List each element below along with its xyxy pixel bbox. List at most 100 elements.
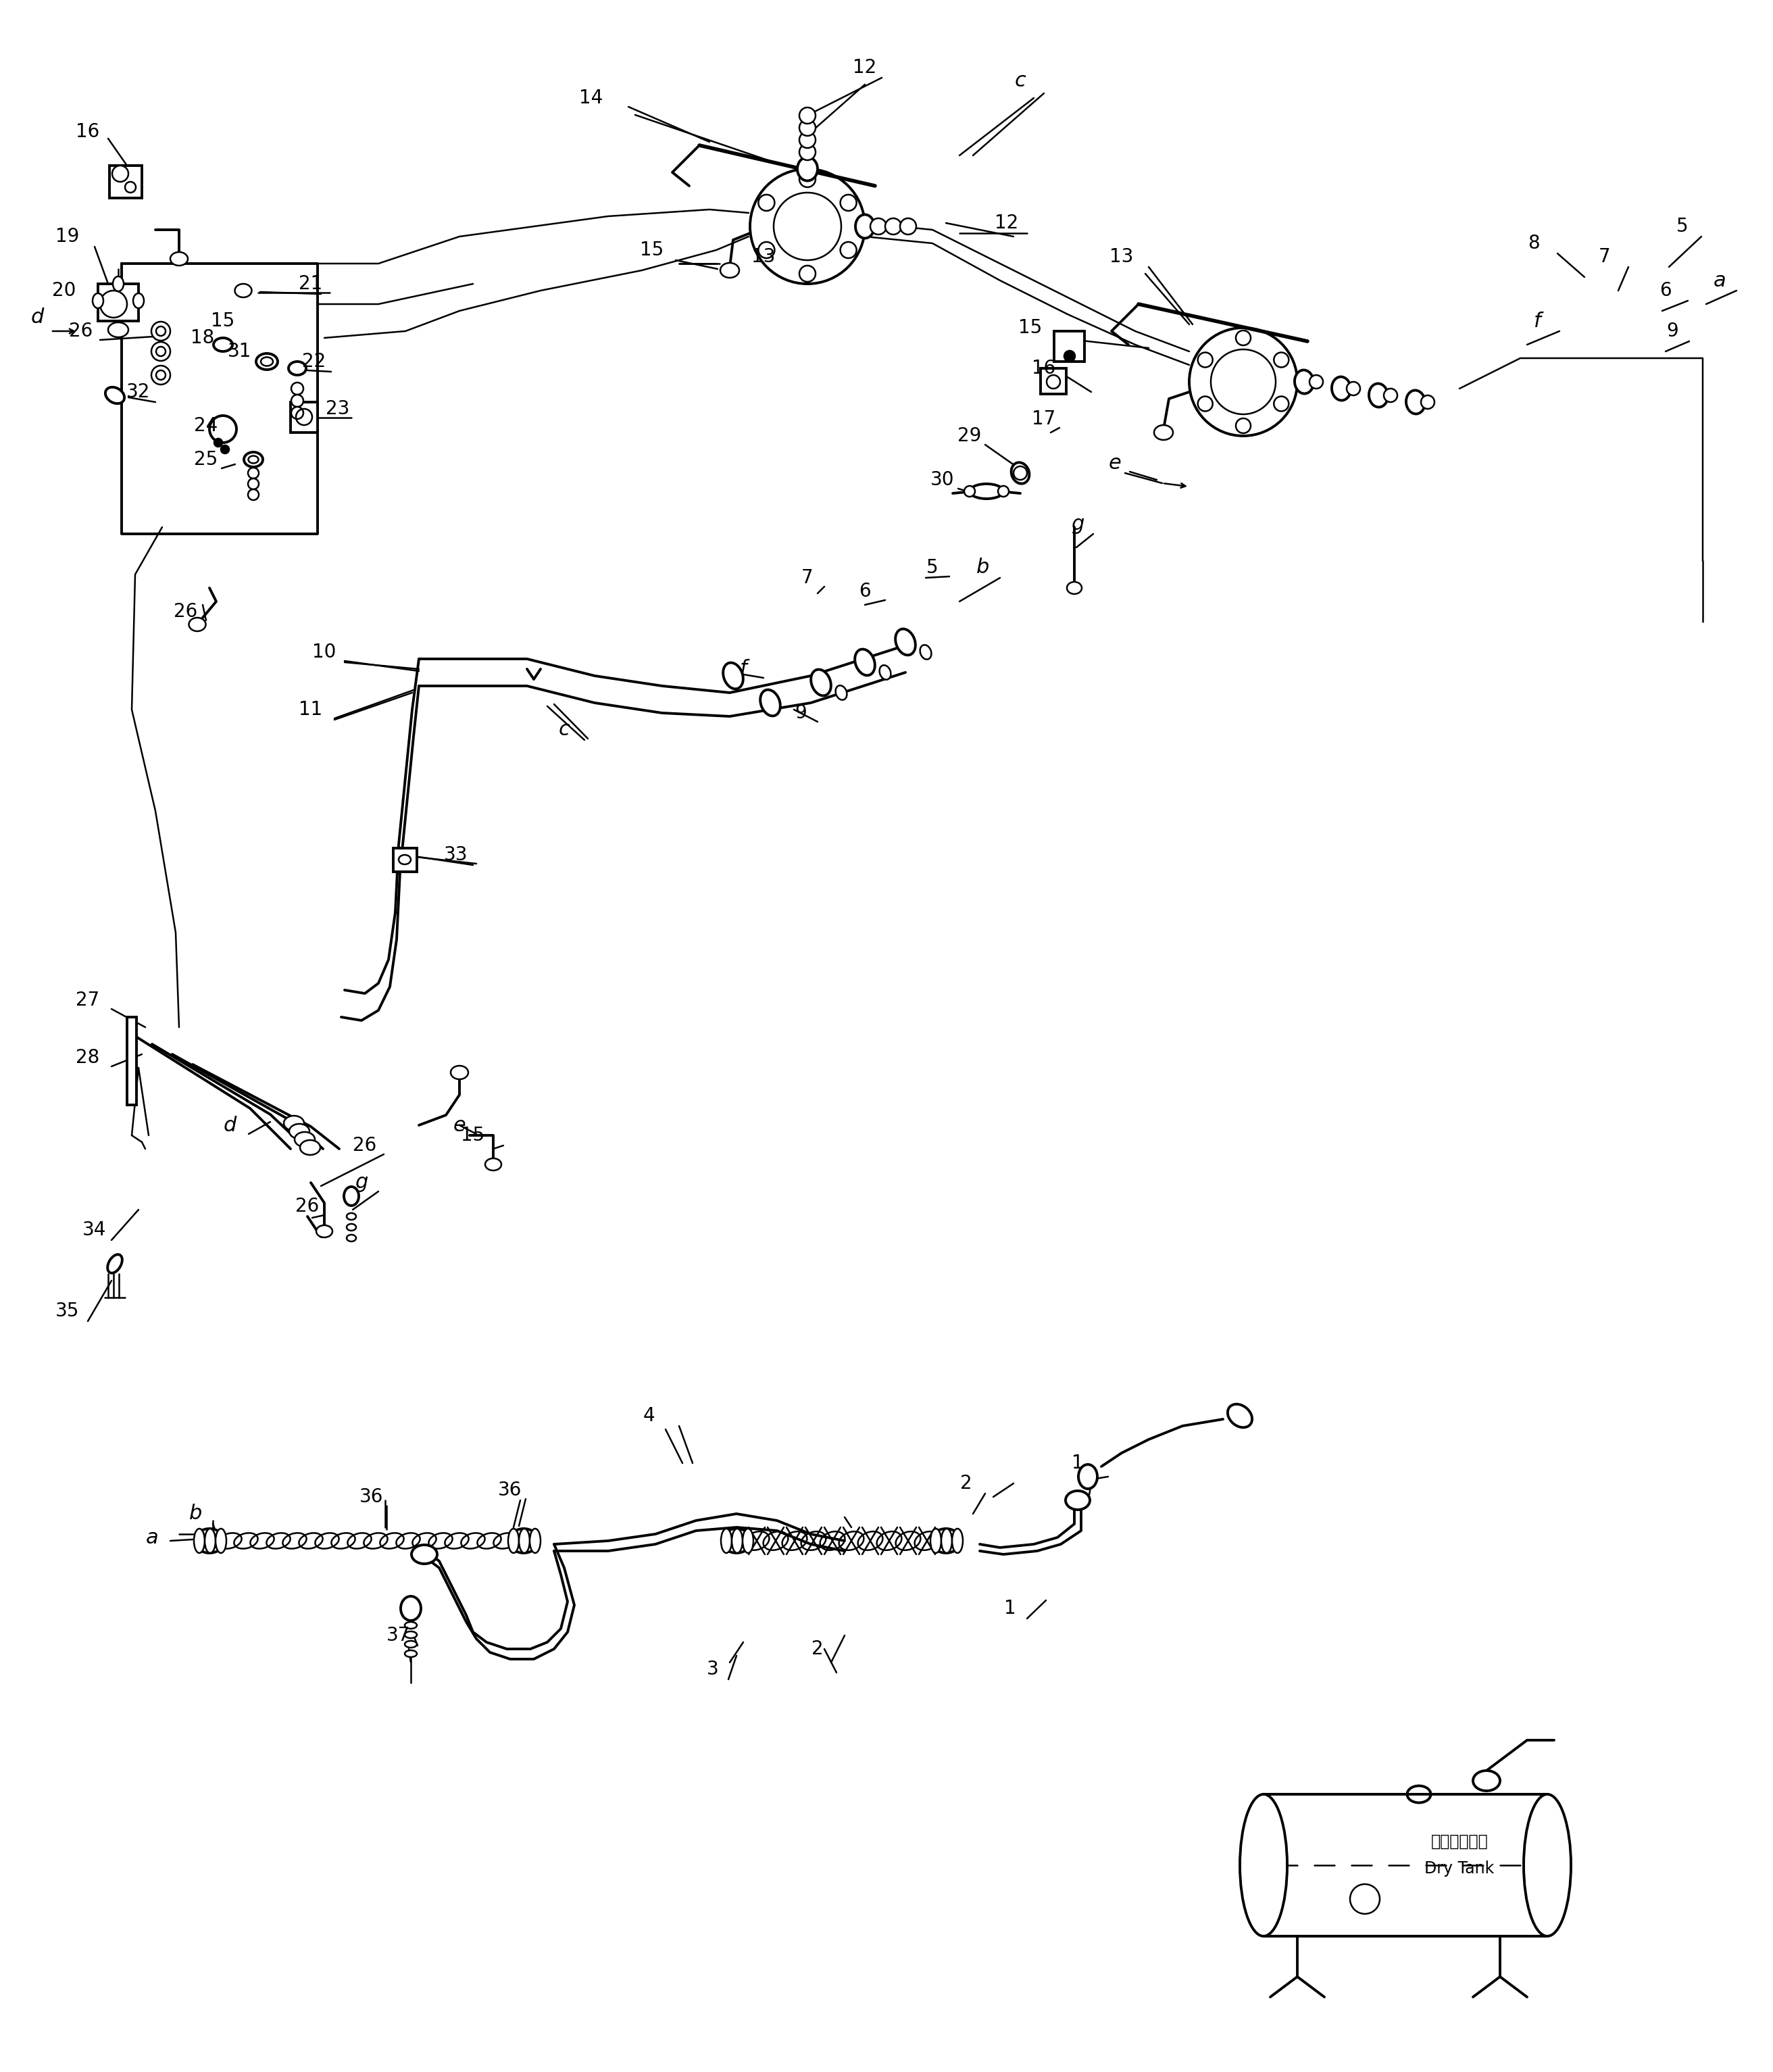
Text: e: e	[1108, 454, 1121, 472]
Ellipse shape	[193, 1529, 204, 1554]
Ellipse shape	[509, 1529, 539, 1554]
Text: 15: 15	[211, 311, 234, 329]
Circle shape	[1273, 352, 1289, 367]
Circle shape	[998, 487, 1009, 497]
Text: 17: 17	[1032, 410, 1057, 429]
Ellipse shape	[204, 1529, 216, 1554]
Circle shape	[965, 487, 975, 497]
Circle shape	[291, 406, 303, 419]
Text: b: b	[977, 557, 989, 578]
Ellipse shape	[404, 1631, 417, 1639]
Circle shape	[1199, 396, 1213, 410]
Text: 22: 22	[301, 352, 326, 371]
Circle shape	[215, 439, 222, 448]
Ellipse shape	[835, 686, 847, 700]
Text: 2: 2	[961, 1473, 972, 1492]
Text: 19: 19	[55, 228, 80, 247]
Circle shape	[901, 218, 917, 234]
Text: e: e	[454, 1115, 466, 1135]
Text: 7: 7	[1599, 247, 1610, 267]
Text: 23: 23	[326, 400, 349, 419]
Ellipse shape	[743, 1529, 754, 1554]
Circle shape	[156, 327, 165, 336]
Ellipse shape	[931, 1529, 941, 1554]
Circle shape	[156, 346, 165, 356]
Ellipse shape	[289, 361, 307, 375]
Ellipse shape	[213, 338, 232, 352]
Circle shape	[248, 489, 259, 499]
Circle shape	[1383, 390, 1397, 402]
Ellipse shape	[1078, 1465, 1097, 1490]
Text: a: a	[1713, 271, 1725, 290]
Text: 24: 24	[195, 416, 218, 435]
Text: g: g	[355, 1173, 369, 1193]
Ellipse shape	[300, 1140, 321, 1154]
Text: 8: 8	[1528, 234, 1539, 253]
Circle shape	[800, 133, 816, 147]
Text: b: b	[190, 1504, 202, 1523]
Ellipse shape	[108, 323, 128, 338]
Text: 5: 5	[1677, 218, 1688, 236]
Text: 9: 9	[794, 704, 807, 723]
Text: 11: 11	[300, 700, 323, 719]
Bar	[291, 402, 317, 433]
Circle shape	[1236, 419, 1250, 433]
Text: 32: 32	[126, 383, 151, 402]
Ellipse shape	[931, 1529, 961, 1554]
Text: 21: 21	[300, 274, 323, 294]
Text: 1: 1	[1071, 1455, 1083, 1473]
Ellipse shape	[113, 276, 124, 292]
Ellipse shape	[195, 1529, 225, 1554]
Ellipse shape	[761, 690, 780, 717]
Circle shape	[156, 371, 165, 379]
Bar	[394, 847, 417, 872]
Ellipse shape	[92, 294, 103, 309]
Bar	[1055, 332, 1085, 361]
Text: 15: 15	[461, 1125, 484, 1146]
Circle shape	[1310, 375, 1323, 390]
Text: 31: 31	[229, 342, 252, 361]
Text: 4: 4	[642, 1407, 654, 1426]
Ellipse shape	[255, 354, 278, 369]
Text: 37: 37	[387, 1627, 411, 1645]
Ellipse shape	[1294, 371, 1314, 394]
Ellipse shape	[720, 263, 739, 278]
Text: 12: 12	[995, 213, 1019, 232]
Ellipse shape	[723, 663, 743, 688]
Ellipse shape	[1239, 1794, 1287, 1935]
Circle shape	[248, 479, 259, 489]
Circle shape	[759, 242, 775, 259]
Text: 27: 27	[76, 990, 99, 1009]
Text: f: f	[1534, 311, 1541, 332]
Text: 26: 26	[69, 321, 92, 340]
Ellipse shape	[879, 665, 890, 680]
Ellipse shape	[234, 284, 252, 298]
Text: 2: 2	[812, 1639, 823, 1658]
Ellipse shape	[1066, 1492, 1090, 1510]
Ellipse shape	[920, 644, 931, 659]
Ellipse shape	[348, 1235, 356, 1241]
Circle shape	[99, 290, 128, 317]
Text: 7: 7	[801, 568, 814, 586]
Ellipse shape	[941, 1529, 952, 1554]
Ellipse shape	[1406, 390, 1425, 414]
Ellipse shape	[170, 253, 188, 265]
Circle shape	[126, 182, 137, 193]
Circle shape	[800, 120, 816, 137]
Text: 13: 13	[1110, 247, 1133, 267]
Text: 26: 26	[296, 1198, 319, 1216]
Ellipse shape	[294, 1131, 316, 1146]
Ellipse shape	[509, 1529, 519, 1554]
Circle shape	[1190, 327, 1298, 435]
Circle shape	[800, 265, 816, 282]
Ellipse shape	[486, 1158, 502, 1171]
Circle shape	[1236, 329, 1250, 346]
Bar	[1041, 369, 1066, 394]
Ellipse shape	[404, 1641, 417, 1647]
Text: 16: 16	[1032, 358, 1057, 377]
Text: 28: 28	[76, 1048, 99, 1067]
Text: 6: 6	[858, 582, 871, 601]
Circle shape	[1420, 396, 1434, 408]
Circle shape	[209, 416, 236, 443]
Ellipse shape	[348, 1225, 356, 1231]
